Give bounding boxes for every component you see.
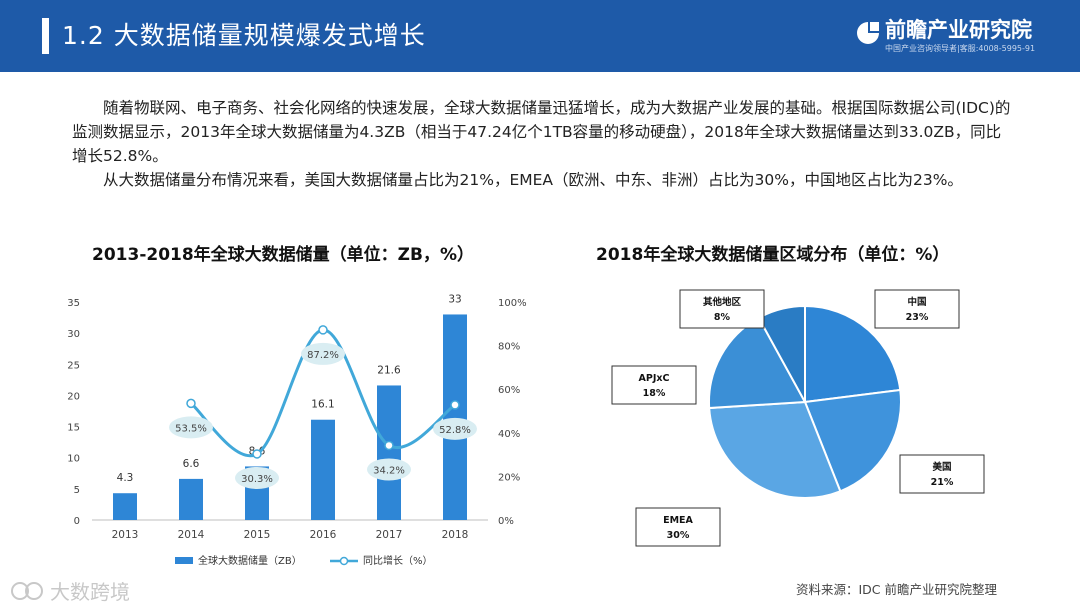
bar-value-label: 33	[448, 293, 461, 305]
pie-label-box	[679, 289, 765, 329]
growth-value-label: 87.2%	[307, 350, 339, 361]
pie-slice-label: 其他地区	[703, 296, 742, 308]
y-tick-label: 35	[67, 298, 80, 309]
y2-tick-label: 100%	[498, 298, 527, 309]
region-pie-chart: 中国 23% 美国 21% EMEA 30% APJxC 18% 其他地区 8%	[611, 289, 985, 547]
growth-point	[252, 449, 262, 459]
growth-point	[186, 398, 196, 409]
bar-value-label: 6.6	[183, 458, 200, 470]
bar-value-label: 16.1	[311, 399, 334, 411]
watermark-logo-icon	[11, 582, 43, 600]
pie-slice-label: 中国	[907, 296, 926, 308]
x-tick-label: 2013	[112, 529, 139, 541]
intro-text: 随着物联网、电子商务、社会化网络的快速发展，全球大数据储量迅猛增长，成为大数据产…	[72, 96, 1012, 192]
y2-tick-label: 40%	[498, 429, 520, 440]
source-note: 资料来源：IDC 前瞻产业研究院整理	[796, 582, 998, 597]
pie-slice-value: 8%	[714, 312, 731, 323]
growth-point	[450, 400, 460, 410]
pie-label-box	[611, 365, 697, 405]
legend-line-marker	[339, 556, 349, 566]
legend-line-label: 同比增长（%）	[363, 554, 433, 567]
y-tick-label: 0	[74, 516, 80, 527]
y2-tick-label: 60%	[498, 385, 520, 396]
bar	[179, 478, 203, 520]
growth-label-bubble	[235, 466, 279, 489]
growth-value-label: 53.5%	[175, 423, 207, 434]
x-tick-label: 2018	[442, 529, 469, 541]
bar-chart-title: 2013-2018年全球大数据储量（单位：ZB，%）	[92, 245, 475, 265]
pie-slice	[803, 388, 902, 493]
growth-point	[318, 325, 328, 335]
growth-value-label: 30.3%	[241, 474, 273, 485]
y-tick-label: 25	[67, 360, 80, 371]
x-tick-label: 2014	[178, 529, 205, 541]
y-tick-label: 15	[67, 423, 80, 434]
y2-tick-label: 20%	[498, 472, 520, 483]
growth-value-label: 52.8%	[439, 425, 471, 436]
bar	[311, 419, 335, 520]
pie-label-box	[635, 507, 721, 547]
growth-label-bubble	[433, 417, 477, 440]
bar	[377, 385, 401, 520]
pie-slice-value: 30%	[667, 530, 690, 541]
bar	[113, 493, 137, 520]
header-accent-bar	[42, 18, 49, 54]
x-tick-label: 2017	[376, 529, 403, 541]
y-tick-label: 5	[74, 485, 80, 496]
legend-bar-label: 全球大数据储量（ZB）	[198, 554, 302, 567]
pie-slice-value: 18%	[643, 388, 666, 399]
pie-slice	[708, 400, 842, 499]
x-tick-label: 2015	[244, 529, 271, 541]
brand-logo: 前瞻产业研究院 中国产业咨询领导者|客服:4008-5995-91	[855, 14, 1055, 58]
growth-point	[384, 440, 394, 451]
bar-value-label: 21.6	[377, 364, 401, 376]
watermark: 大数跨境	[10, 578, 150, 606]
bar-value-label: 4.3	[117, 472, 134, 484]
y2-tick-label: 0%	[498, 516, 514, 527]
growth-label-bubble	[169, 416, 213, 439]
page-title: 1.2 大数据储量规模爆发式增长	[62, 21, 426, 50]
pie-label-box	[899, 454, 985, 494]
pie-label-box	[874, 289, 960, 329]
y-tick-label: 30	[67, 329, 80, 340]
y-tick-label: 10	[67, 454, 80, 465]
pie-slice-value: 21%	[931, 477, 954, 488]
watermark-text: 大数跨境	[50, 580, 130, 604]
x-tick-label: 2016	[310, 529, 337, 541]
pie-slice	[804, 304, 902, 404]
pie-slice-value: 23%	[906, 312, 929, 323]
growth-label-bubble	[367, 458, 411, 481]
bar	[443, 314, 467, 520]
y2-tick-label: 80%	[498, 342, 520, 353]
pie-chart-title: 2018年全球大数据储量区域分布（单位：%）	[596, 245, 950, 265]
pie-slice-label: EMEA	[663, 515, 693, 526]
growth-value-label: 34.2%	[373, 465, 405, 476]
legend-bar-swatch	[175, 557, 193, 564]
pie-slice-label: APJxC	[639, 373, 670, 384]
paragraph-1: 随着物联网、电子商务、社会化网络的快速发展，全球大数据储量迅猛增长，成为大数据产…	[72, 99, 1011, 165]
growth-label-bubble	[301, 342, 345, 365]
pie-slice-label: 美国	[931, 461, 951, 473]
storage-combo-chart: 0 5 10 15 20 25 30 35 0% 20% 40% 60% 80% 100% 4.3 2013 6…	[67, 293, 527, 567]
paragraph-2: 从大数据储量分布情况来看，美国大数据储量占比为21%，EMEA（欧洲、中东、非洲…	[103, 171, 963, 189]
logo-name: 前瞻产业研究院	[885, 18, 1032, 42]
logo-subtitle: 中国产业咨询领导者|客服:4008-5995-91	[885, 44, 1036, 53]
logo-icon	[857, 22, 879, 44]
y-tick-label: 20	[67, 391, 80, 402]
header-banner: 1.2 大数据储量规模爆发式增长 前瞻产业研究院 中国产业咨询领导者|客服:40…	[0, 0, 1080, 72]
